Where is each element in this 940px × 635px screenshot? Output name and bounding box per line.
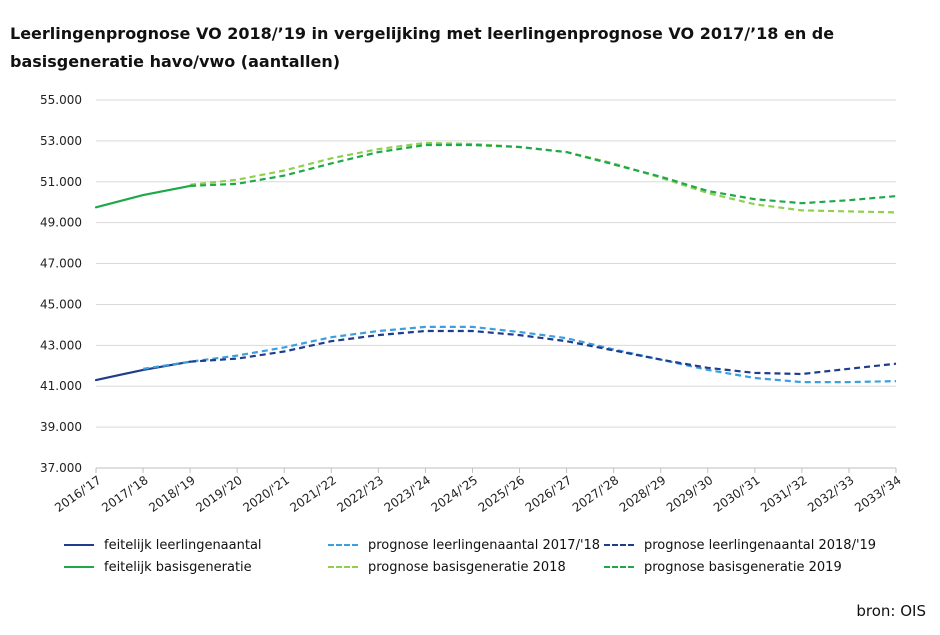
legend-item: prognose leerlingenaantal 2017/'18 xyxy=(328,536,600,554)
legend-item: prognose basisgeneratie 2018 xyxy=(328,558,566,576)
x-tick-label: 2016/'17 xyxy=(52,473,104,515)
y-tick-label: 49.000 xyxy=(40,216,82,230)
y-tick-label: 51.000 xyxy=(40,175,82,189)
y-tick-label: 55.000 xyxy=(40,93,82,107)
legend-item: prognose basisgeneratie 2019 xyxy=(604,558,842,576)
series-line-6 xyxy=(190,143,897,205)
y-tick-label: 47.000 xyxy=(40,257,82,271)
x-tick-label: 2019/'20 xyxy=(193,473,245,515)
x-tick-label: 2029/'30 xyxy=(664,473,716,515)
x-tick-label: 2017/'18 xyxy=(99,473,151,515)
series-line-2 xyxy=(142,325,897,384)
x-tick-label: 2021/'22 xyxy=(287,473,339,515)
x-tick-label: 2022/'23 xyxy=(335,473,387,515)
legend-label: prognose leerlingenaantal 2017/'18 xyxy=(368,537,601,553)
x-tick-label: 2024/'25 xyxy=(429,473,481,515)
chart-title: Leerlingenprognose VO 2018/’19 in vergel… xyxy=(10,24,835,71)
legend-swatch xyxy=(604,544,634,546)
y-tick-label: 43.000 xyxy=(40,338,82,352)
y-tick-label: 45.000 xyxy=(40,297,82,311)
x-tick-label: 2032/'33 xyxy=(805,473,857,515)
legend-item: prognose leerlingenaantal 2018/'19 xyxy=(604,536,876,554)
x-tick-label: 2020/'21 xyxy=(240,473,292,515)
legend-label: feitelijk basisgeneratie xyxy=(104,559,252,575)
legend-swatch xyxy=(328,566,358,568)
series-line-5 xyxy=(189,141,897,214)
legend-swatch xyxy=(64,544,94,546)
legend-label: feitelijk leerlingenaantal xyxy=(104,537,262,553)
x-tick-label: 2030/'31 xyxy=(711,473,763,515)
y-tick-label: 41.000 xyxy=(40,379,82,393)
x-tick-label: 2026/'27 xyxy=(523,473,575,515)
legend-swatch xyxy=(64,566,94,568)
x-tick-label: 2025/'26 xyxy=(476,473,528,515)
legend-label: prognose basisgeneratie 2019 xyxy=(644,559,842,575)
series-line-4 xyxy=(94,184,192,209)
x-tick-label: 2033/'34 xyxy=(852,473,904,515)
legend-swatch xyxy=(604,566,634,568)
legend-swatch xyxy=(328,544,358,546)
x-tick-label: 2027/'28 xyxy=(570,473,622,515)
x-tick-label: 2018/'19 xyxy=(146,473,198,515)
x-tick-label: 2028/'29 xyxy=(617,473,669,515)
legend-label: prognose leerlingenaantal 2018/'19 xyxy=(644,537,877,553)
y-tick-label: 53.000 xyxy=(40,134,82,148)
legend-item: feitelijk leerlingenaantal xyxy=(64,536,262,554)
x-tick-label: 2023/'24 xyxy=(382,473,434,515)
x-tick-label: 2031/'32 xyxy=(758,473,810,515)
legend-label: prognose basisgeneratie 2018 xyxy=(368,559,566,575)
series-line-3 xyxy=(190,329,897,376)
source-note: bron: OIS xyxy=(856,602,926,620)
y-tick-label: 39.000 xyxy=(40,420,82,434)
y-tick-label: 37.000 xyxy=(40,461,82,475)
legend-item: feitelijk basisgeneratie xyxy=(64,558,252,576)
